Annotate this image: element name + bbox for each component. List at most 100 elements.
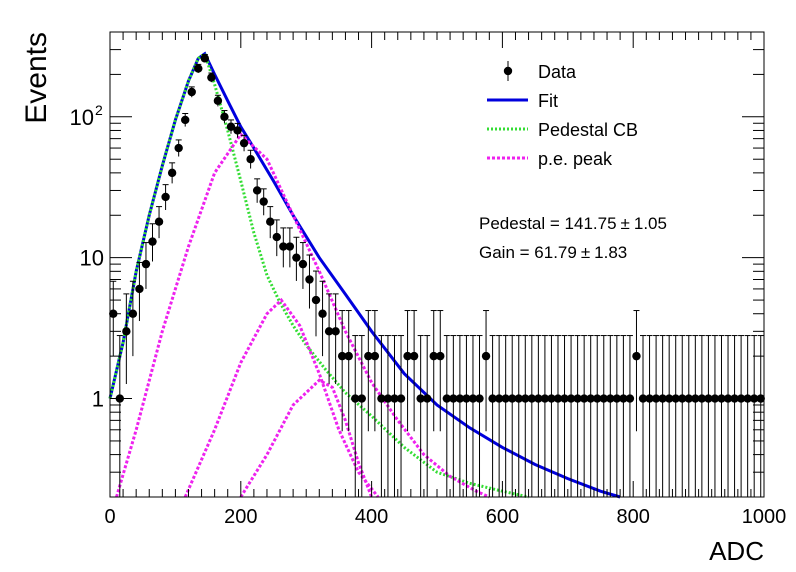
data-point xyxy=(664,335,674,497)
data-marker xyxy=(246,155,255,164)
data-point xyxy=(429,310,438,432)
data-marker xyxy=(285,242,295,251)
data-marker xyxy=(167,168,177,178)
data-marker xyxy=(658,394,667,403)
data-point xyxy=(181,113,190,127)
data-marker xyxy=(547,394,556,403)
data-point xyxy=(658,335,667,497)
data-point xyxy=(645,335,654,497)
data-point xyxy=(396,335,406,497)
data-marker xyxy=(305,275,314,284)
legend-label-pedestal: Pedestal CB xyxy=(538,120,638,140)
data-marker xyxy=(717,394,726,403)
data-marker xyxy=(187,87,196,97)
data-point xyxy=(704,335,713,497)
data-marker xyxy=(612,394,622,403)
data-marker xyxy=(534,394,543,403)
data-marker xyxy=(154,217,164,226)
data-point xyxy=(606,335,615,497)
data-marker xyxy=(462,394,471,403)
data-point xyxy=(501,335,510,497)
data-marker xyxy=(488,394,497,403)
data-marker xyxy=(422,394,432,403)
pedestal-result: Pedestal = 141.75 ±1.05 xyxy=(479,214,667,233)
data-point xyxy=(547,335,556,497)
legend-item-fit: Fit xyxy=(487,91,558,111)
data-point xyxy=(651,335,661,497)
data-marker xyxy=(429,351,438,361)
data-marker xyxy=(357,394,366,403)
legend-label-fit: Fit xyxy=(538,91,558,111)
data-point xyxy=(187,86,196,98)
data-point xyxy=(311,270,321,337)
axis-ticks xyxy=(109,31,765,498)
data-point xyxy=(723,335,733,497)
data-marker xyxy=(370,351,380,361)
data-point xyxy=(553,335,563,497)
data-marker xyxy=(566,394,576,403)
x-tick-label: 600 xyxy=(486,506,519,528)
data-point xyxy=(324,293,334,385)
data-point xyxy=(357,335,366,497)
data-marker xyxy=(468,394,478,403)
data-marker xyxy=(599,394,608,403)
data-point xyxy=(141,242,151,289)
data-marker xyxy=(540,394,550,403)
data-point xyxy=(128,280,138,357)
data-marker xyxy=(135,284,144,294)
data-marker xyxy=(553,394,563,403)
data-marker xyxy=(409,351,419,361)
data-point xyxy=(344,310,353,432)
series-curve-p-e-peak-2 xyxy=(183,297,380,498)
data-marker xyxy=(697,394,707,403)
data-marker xyxy=(213,96,223,105)
data-marker xyxy=(181,115,190,125)
data-marker xyxy=(416,394,425,403)
data-marker xyxy=(619,394,628,403)
legend-item-pedestal: Pedestal CB xyxy=(487,120,638,140)
data-marker xyxy=(560,394,569,403)
data-point xyxy=(207,72,216,83)
data-marker xyxy=(508,394,517,403)
data-marker xyxy=(442,394,452,403)
data-point xyxy=(691,335,700,497)
data-point xyxy=(684,335,693,497)
data-marker xyxy=(122,327,131,336)
data-point xyxy=(272,219,281,257)
data-point xyxy=(213,94,223,107)
data-marker xyxy=(377,394,386,403)
y-tick-label: 10 xyxy=(80,246,104,271)
data-point xyxy=(194,63,203,73)
data-marker xyxy=(220,112,229,122)
data-point xyxy=(534,335,543,497)
y-tick-label-exponent: 2 xyxy=(95,102,103,118)
legend-item-pe-peak: p.e. peak xyxy=(487,149,613,169)
data-point xyxy=(455,335,465,497)
data-point xyxy=(154,206,164,239)
data-point xyxy=(736,335,746,497)
legend-label-data: Data xyxy=(538,62,577,82)
data-marker xyxy=(606,394,615,403)
data-point xyxy=(292,236,301,281)
data-point xyxy=(436,310,445,432)
data-point xyxy=(468,335,478,497)
data-point xyxy=(638,335,648,497)
data-point xyxy=(331,293,340,385)
data-point xyxy=(390,335,399,497)
data-marker xyxy=(651,394,661,403)
data-point xyxy=(697,335,707,497)
data-marker xyxy=(390,394,399,403)
data-marker xyxy=(194,64,203,73)
x-tick-label: 800 xyxy=(617,506,650,528)
data-marker xyxy=(148,237,157,246)
data-point xyxy=(442,335,452,497)
data-marker xyxy=(475,394,484,403)
data-marker xyxy=(481,351,491,361)
data-marker xyxy=(723,394,733,403)
data-marker xyxy=(593,394,602,403)
data-point xyxy=(488,335,497,497)
x-tick-label: 400 xyxy=(355,506,388,528)
data-point xyxy=(586,335,595,497)
data-point xyxy=(710,335,720,497)
data-marker xyxy=(344,351,353,361)
